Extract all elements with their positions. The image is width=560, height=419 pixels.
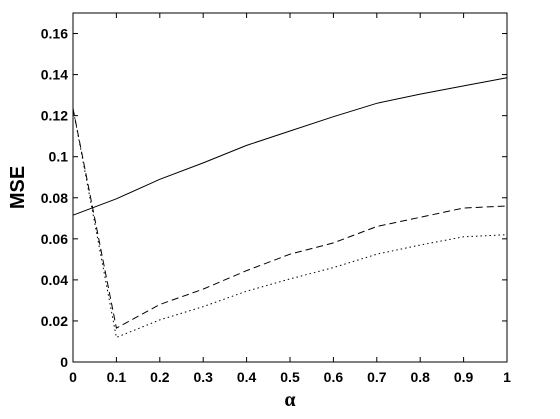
x-tick-label: 1 <box>503 369 511 385</box>
y-tick-label: 0.02 <box>41 313 68 329</box>
x-tick-label: 0.1 <box>107 369 127 385</box>
y-tick-label: 0.06 <box>41 231 68 247</box>
x-tick-label: 0 <box>69 369 77 385</box>
ticks-layer <box>72 13 508 363</box>
y-tick-label: 0.14 <box>41 67 68 83</box>
series-layer <box>72 77 508 339</box>
y-tick-label: 0.04 <box>41 272 68 288</box>
x-tick-label: 0.3 <box>193 369 213 385</box>
x-tick-label: 0.6 <box>324 369 344 385</box>
y-tick-label: 0.12 <box>41 108 68 124</box>
x-tick-label: 0.2 <box>150 369 170 385</box>
tick-labels-layer: 0 0.1 0.2 0.3 0.4 0.5 0.6 0.7 0.8 0.9 1 0 0.02 0.04 0.… <box>41 26 511 385</box>
y-tick-label: 0.08 <box>41 190 68 206</box>
x-axis-label: α <box>284 389 295 411</box>
x-tick-label: 0.4 <box>237 369 257 385</box>
x-tick-label: 0.5 <box>280 369 300 385</box>
y-tick-label: 0.16 <box>41 26 68 42</box>
series-line-dashed <box>72 108 508 329</box>
series-line-solid <box>72 77 508 216</box>
x-tick-label: 0.7 <box>367 369 387 385</box>
y-axis-label: MSE <box>7 166 29 209</box>
series-line-dotted <box>72 108 508 339</box>
y-tick-label: 0.1 <box>49 149 69 165</box>
plot-frame <box>72 12 508 363</box>
y-tick-label: 0 <box>60 354 68 370</box>
x-tick-label: 0.8 <box>410 369 430 385</box>
x-tick-label: 0.9 <box>454 369 474 385</box>
